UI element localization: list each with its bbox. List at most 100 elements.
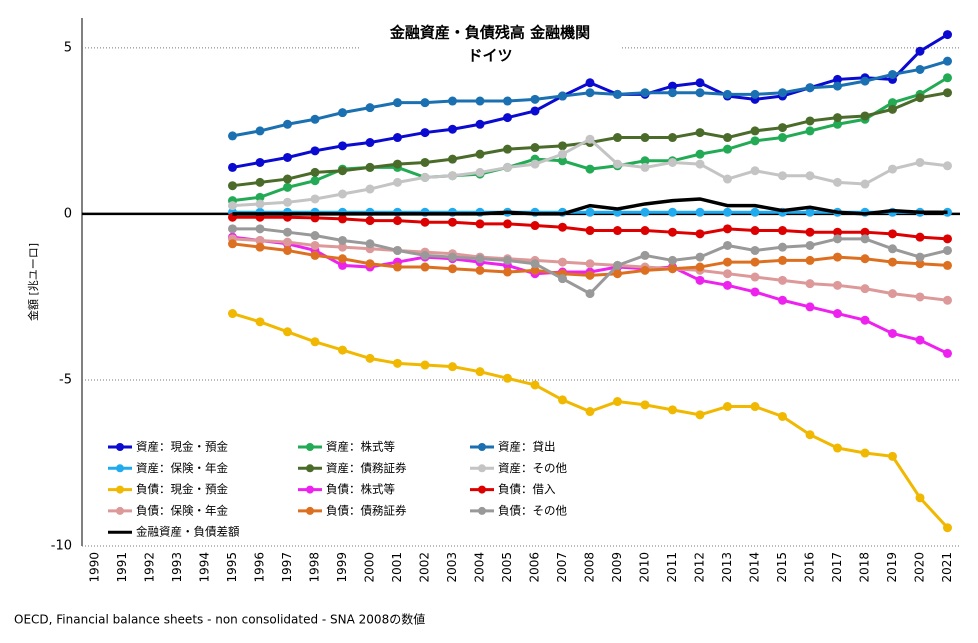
point — [860, 227, 870, 237]
point — [668, 405, 677, 415]
point — [695, 128, 705, 138]
title-box — [360, 20, 620, 68]
point — [338, 254, 347, 264]
x-tick-label: 2012 — [693, 552, 707, 583]
y-tick-label: -10 — [51, 539, 72, 554]
point — [805, 240, 815, 250]
x-tick-label: 1996 — [253, 552, 267, 583]
point — [613, 226, 622, 236]
x-tick-label: 2020 — [913, 552, 927, 583]
point — [393, 159, 402, 169]
point — [585, 270, 595, 280]
x-tick-label: 2001 — [390, 552, 404, 583]
point — [558, 274, 567, 284]
x-tick-label: 1999 — [335, 552, 349, 583]
point — [640, 400, 650, 410]
x-tick-label: 2006 — [528, 552, 542, 583]
point — [365, 353, 375, 363]
point — [805, 171, 815, 181]
point — [255, 177, 265, 187]
point — [475, 254, 485, 264]
point — [805, 255, 815, 265]
point — [613, 269, 622, 279]
point — [503, 373, 512, 383]
point — [915, 493, 925, 503]
point — [888, 98, 897, 108]
y-tick-label: 5 — [64, 40, 72, 55]
point — [475, 167, 485, 177]
legend-marker — [306, 443, 314, 451]
x-tick-label: 2009 — [610, 552, 624, 583]
point — [475, 367, 485, 377]
point — [365, 259, 375, 269]
point — [338, 141, 347, 151]
point — [448, 362, 457, 372]
point — [833, 177, 842, 187]
point — [915, 259, 925, 269]
point — [530, 221, 540, 231]
point — [420, 128, 430, 138]
point — [503, 113, 512, 123]
x-tick-label: 2018 — [858, 552, 872, 583]
point — [613, 159, 622, 169]
point — [943, 30, 952, 40]
point — [310, 250, 320, 260]
point — [640, 265, 650, 275]
point — [585, 226, 595, 236]
point — [283, 227, 292, 237]
point — [365, 216, 375, 226]
legend-label: 資産：貸出 — [498, 440, 556, 454]
point — [778, 275, 787, 285]
point — [558, 156, 567, 166]
legend-label: 負債：債務証券 — [326, 503, 407, 517]
point — [365, 138, 375, 148]
point — [805, 430, 815, 440]
point — [750, 126, 760, 136]
point — [695, 410, 705, 420]
point — [338, 345, 347, 355]
point — [695, 262, 705, 272]
point — [915, 335, 925, 345]
point — [503, 267, 512, 277]
point — [778, 133, 787, 143]
x-tick-label: 2003 — [445, 552, 459, 583]
point — [558, 91, 567, 101]
x-tick-label: 2021 — [940, 552, 954, 583]
x-tick-label: 2013 — [720, 552, 734, 583]
point — [860, 254, 870, 264]
x-tick-label: 2019 — [885, 552, 899, 583]
point — [613, 89, 622, 99]
legend-label: 負債：株式等 — [326, 482, 395, 496]
point — [558, 395, 567, 405]
point — [448, 171, 457, 181]
point — [640, 207, 650, 217]
point — [585, 207, 595, 217]
point — [255, 199, 265, 209]
point — [860, 76, 870, 86]
point — [778, 255, 787, 265]
point — [283, 152, 292, 162]
point — [255, 126, 265, 136]
legend-marker — [306, 485, 314, 494]
point — [860, 315, 870, 325]
point — [365, 239, 375, 249]
point — [833, 227, 842, 237]
point — [915, 93, 925, 103]
point — [448, 154, 457, 164]
x-tick-label: 2000 — [363, 552, 377, 583]
point — [668, 227, 677, 237]
point — [448, 217, 457, 227]
point — [778, 88, 787, 98]
chart-subtitle: ドイツ — [467, 47, 512, 65]
point — [695, 78, 705, 88]
x-tick-label: 2010 — [638, 552, 652, 583]
point — [888, 244, 897, 254]
source: OECD, Financial balance sheets - non con… — [14, 612, 425, 627]
point — [613, 133, 622, 143]
point — [338, 235, 347, 245]
point — [255, 242, 265, 252]
point — [585, 88, 595, 98]
point — [503, 219, 512, 229]
point — [695, 275, 705, 285]
point — [750, 257, 760, 267]
